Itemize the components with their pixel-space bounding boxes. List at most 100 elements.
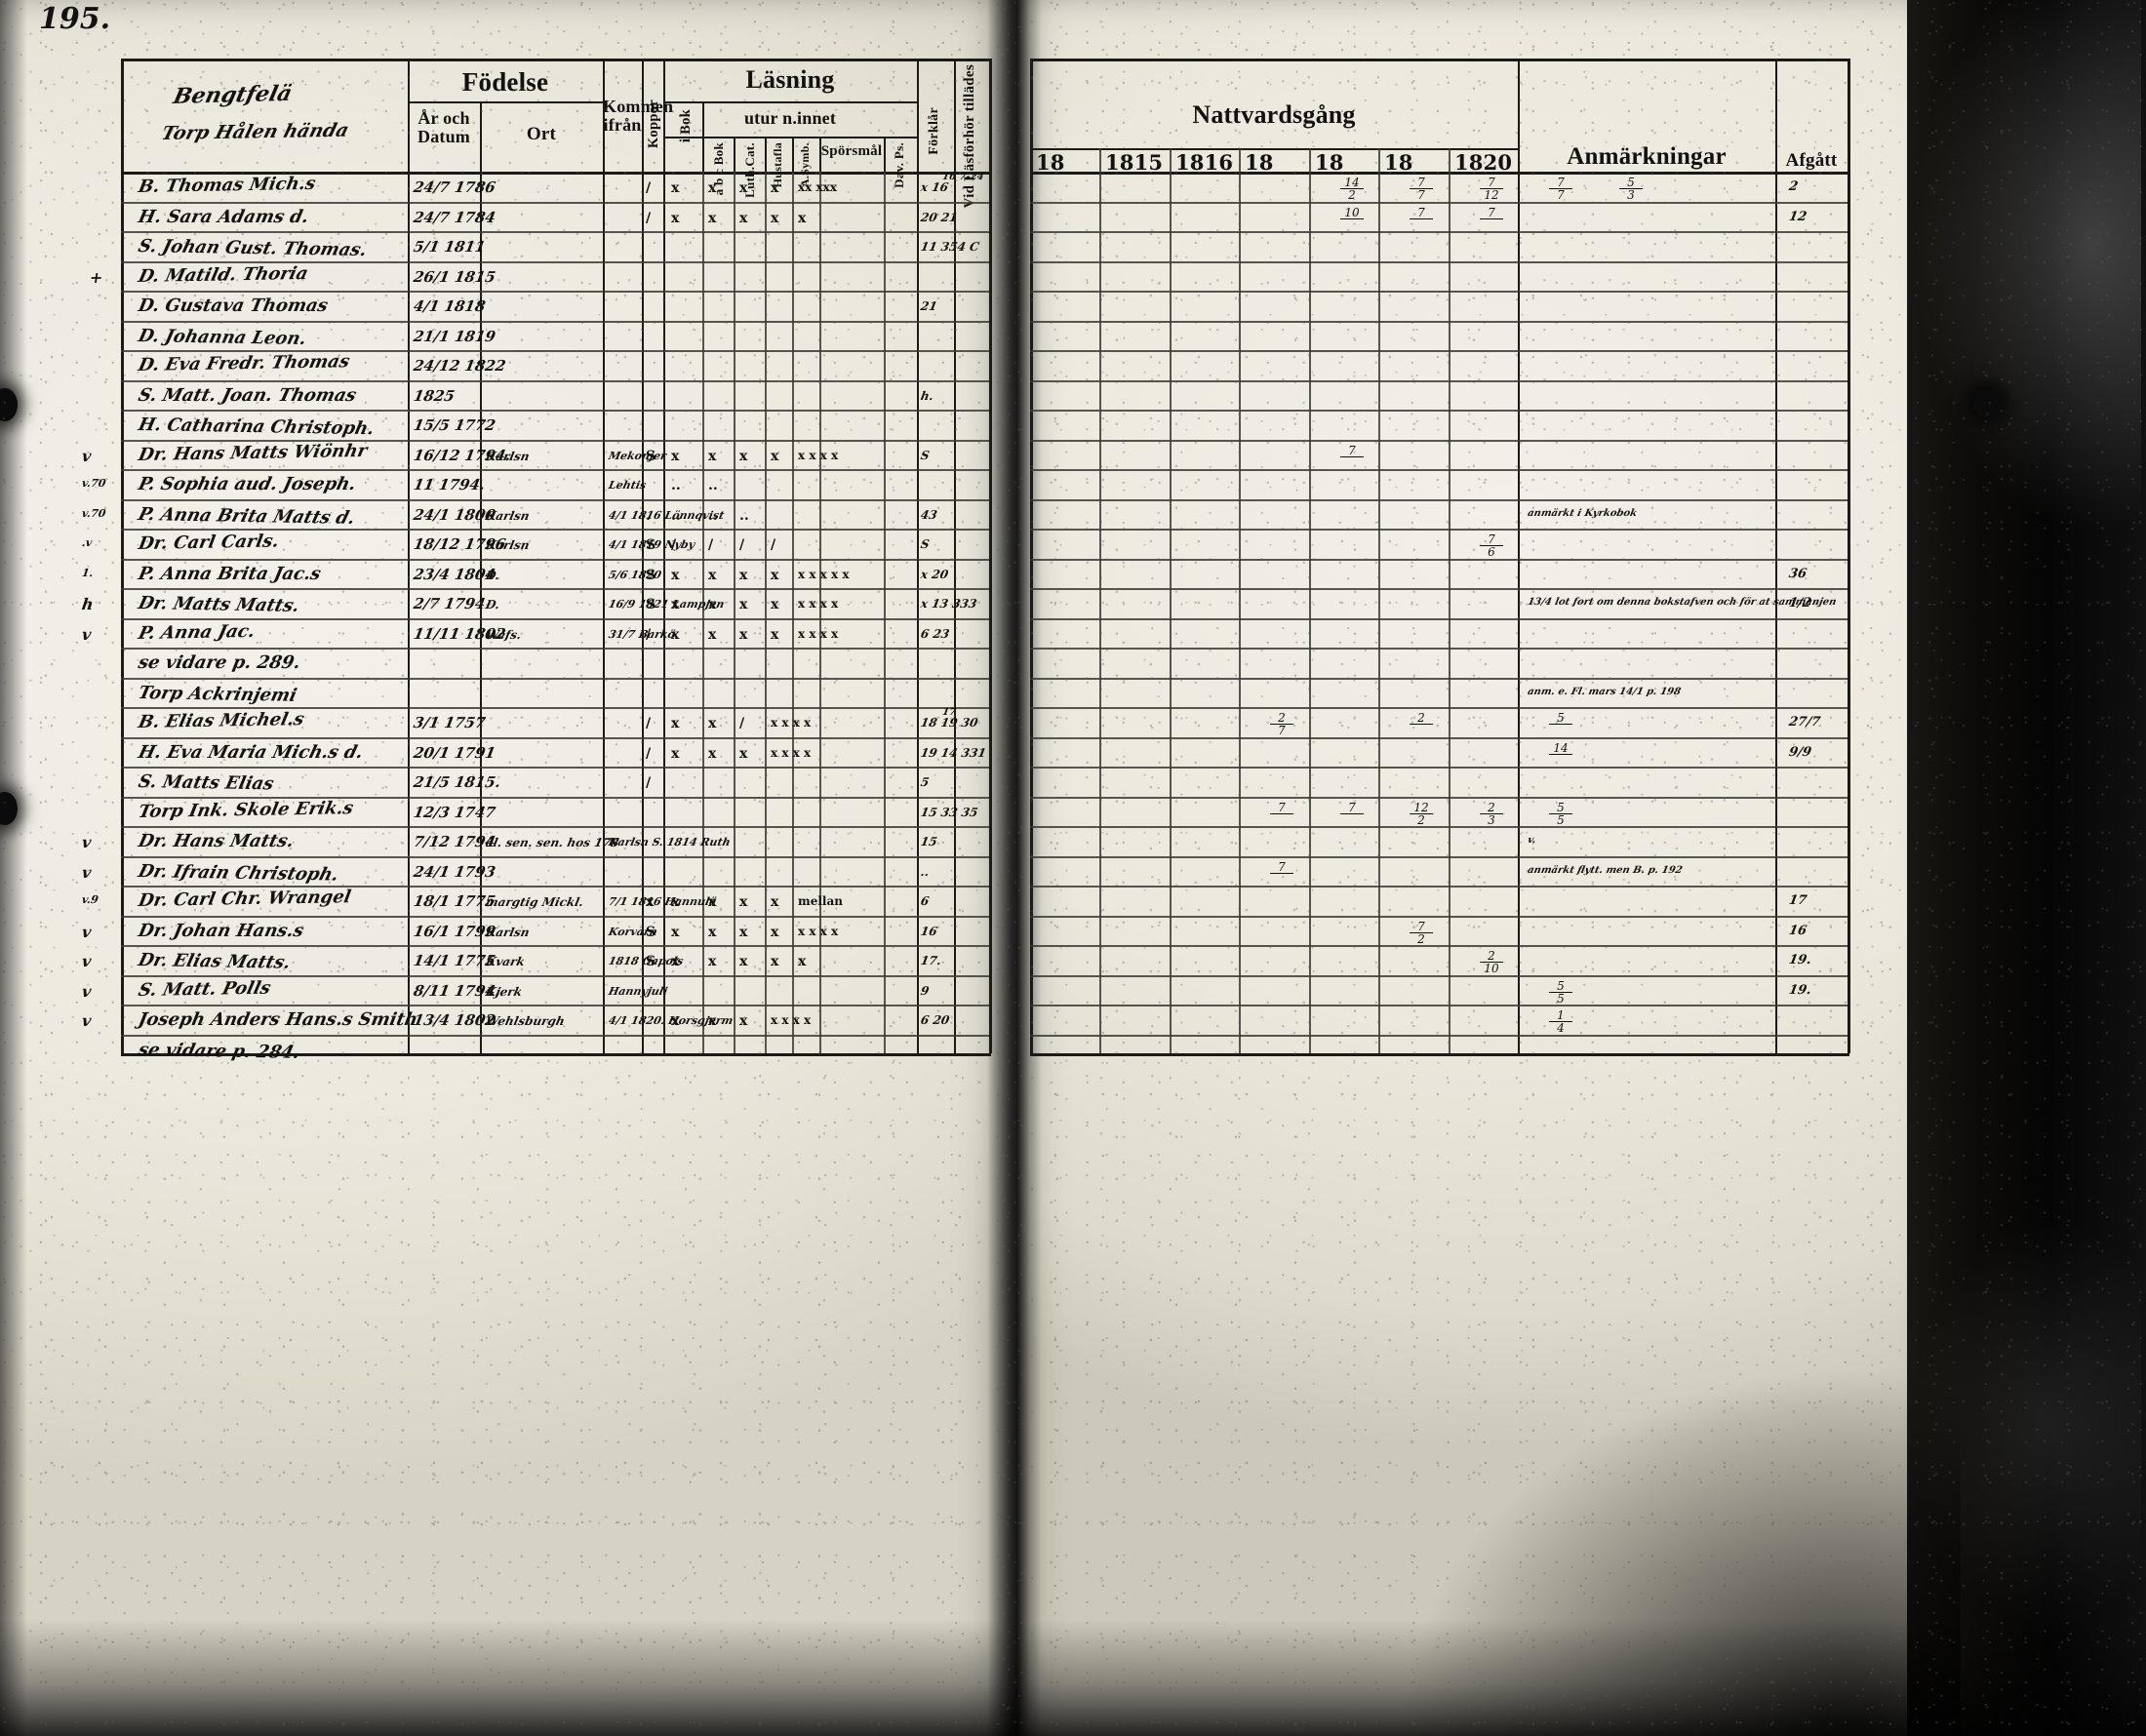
communion-mark: 7 — [1480, 207, 1503, 219]
row-name: se vidare p. 284. — [136, 1039, 302, 1063]
row-reading-mark: x x x x — [798, 448, 839, 462]
row-birth-date: 12/3 1747 — [412, 803, 497, 821]
col-header-ort: Ort — [526, 124, 557, 144]
row-birth-date: 4/1 1818 — [412, 297, 488, 315]
row-reading-mark: x — [739, 567, 748, 583]
communion-mark: 7 12 — [1480, 177, 1503, 201]
table-rule — [1030, 886, 1848, 888]
row-name: S. Matt. Joan. Thomas — [136, 384, 359, 406]
row-reading-mark: x — [708, 1013, 717, 1029]
row-reading-mark: x — [708, 924, 717, 940]
row-reading-mark: x — [671, 626, 680, 643]
row-lasforhor-value: 6 20 — [919, 1013, 951, 1027]
row-reading-mark: x — [771, 894, 779, 910]
row-smallpox-mark: S — [646, 567, 656, 583]
row-reading-mark: x — [771, 626, 779, 643]
row-name: P. Anna Brita Matts d. — [136, 503, 358, 529]
row-reading-mark: x — [708, 894, 717, 910]
row-lasforhor-value: 15 — [919, 835, 938, 848]
row-lasforhor-value: 43 — [919, 507, 938, 522]
anmarkningar-rule — [1518, 172, 1520, 1053]
row-lasforhor-value: h. — [919, 388, 935, 403]
table-rule — [1030, 529, 1848, 531]
row-lasforhor-note: 17 — [941, 707, 957, 718]
row-reading-mark: .. — [671, 507, 681, 524]
col-header-dav-ps: Dav. Ps. — [892, 142, 906, 188]
row-reading-mark: x — [708, 567, 717, 583]
row-lasforhor-value: 16 — [919, 924, 938, 938]
communion-mark: 10 — [1340, 207, 1364, 219]
row-name: Dr. Carl Chr. Wrangel — [137, 887, 353, 911]
year-column-rule — [1449, 148, 1451, 1053]
table-rule — [1030, 350, 1848, 352]
row-name: P. Sophia aud. Joseph. — [136, 474, 358, 494]
row-reading-mark: xx xxx — [798, 180, 837, 194]
row-reading-mark: .. — [739, 507, 749, 524]
communion-mark: 5 — [1549, 712, 1572, 725]
col-header-fodelse: Födelse — [461, 67, 549, 97]
row-smallpox-mark: / — [646, 210, 652, 226]
remark-text: anm. e. Fl. mars 14/1 p. 198 — [1526, 687, 1683, 697]
row-margin-tick: h — [80, 595, 96, 613]
book-gutter-shadow — [987, 0, 1042, 1736]
row-lasforhor-value: x 20 — [919, 567, 950, 581]
row-reading-mark: x — [739, 626, 748, 643]
row-smallpox-mark: / — [646, 716, 652, 731]
row-reading-mark: x — [671, 597, 680, 612]
table-rule — [121, 410, 989, 412]
row-name: D. Gustava Thomas — [137, 296, 330, 316]
col-header-utur-ninnet: utur n.innet — [743, 108, 837, 128]
remark-text: anmärkt i Kyrkobok — [1526, 508, 1639, 519]
table-rule — [121, 559, 989, 561]
row-reading-mark: / — [739, 716, 745, 731]
row-birth-date: 15/5 1772 — [412, 416, 497, 434]
table-rule — [121, 440, 989, 442]
stub-heading-line2: Torp Hålen hända — [159, 119, 352, 144]
left-page-leaf — [0, 0, 1014, 1736]
col-header-sporsmal: Spörsmål — [820, 143, 883, 159]
row-reading-mark: x — [671, 716, 680, 731]
row-reading-mark: x — [708, 210, 717, 226]
row-reading-mark: x — [708, 180, 717, 196]
row-smallpox-mark: / — [646, 745, 652, 762]
row-reading-mark: x — [739, 924, 748, 940]
row-name: D. Eva Fredr. Thomas — [136, 351, 352, 375]
row-reading-mark: x — [708, 745, 717, 762]
row-reading-mark: x — [671, 1013, 680, 1029]
col-header-anmarkningar: Anmärkningar — [1567, 143, 1727, 170]
year-header-0: 18 — [1036, 150, 1065, 175]
table-rule — [121, 321, 989, 323]
table-rule — [121, 618, 989, 620]
row-reading-mark: x — [708, 626, 717, 643]
row-reading-mark: x — [708, 448, 717, 464]
col-header-forklar: Förklår — [927, 107, 941, 155]
table-rule — [1030, 202, 1848, 204]
row-reading-mark: x x x x — [798, 597, 839, 611]
row-reading-mark: / — [739, 537, 745, 553]
afgatt-value: 36 — [1787, 567, 1808, 581]
row-birth-date: 2/7 1794 — [412, 595, 488, 612]
table-rule — [1030, 261, 1848, 263]
afgatt-rule — [1775, 172, 1777, 1053]
row-moved-from: Hannyjuli — [607, 984, 669, 998]
row-name: Dr. Elias Matts. — [136, 950, 294, 973]
table-rule — [1030, 1035, 1848, 1037]
afgatt-value: 1/2 — [1787, 596, 1813, 611]
table-rule — [121, 916, 989, 918]
row-birth-date: 24/7 1786 — [412, 178, 497, 196]
table-rule — [1030, 618, 1848, 620]
row-lasforhor-value: 15 33 35 — [919, 805, 979, 819]
table-rule — [121, 737, 989, 739]
row-birth-place: Karlsn — [484, 449, 532, 463]
row-reading-mark: x — [771, 448, 779, 464]
row-reading-mark: x — [739, 448, 748, 464]
row-moved-from: Karlsn S. 1814 Ruth — [607, 836, 732, 848]
stub-heading-line1: Bengtfelä — [171, 80, 295, 109]
table-rule — [1030, 231, 1848, 233]
table-rule — [121, 707, 989, 709]
row-reading-mark: x — [771, 210, 779, 226]
row-name: P. Anna Jac. — [136, 620, 258, 644]
